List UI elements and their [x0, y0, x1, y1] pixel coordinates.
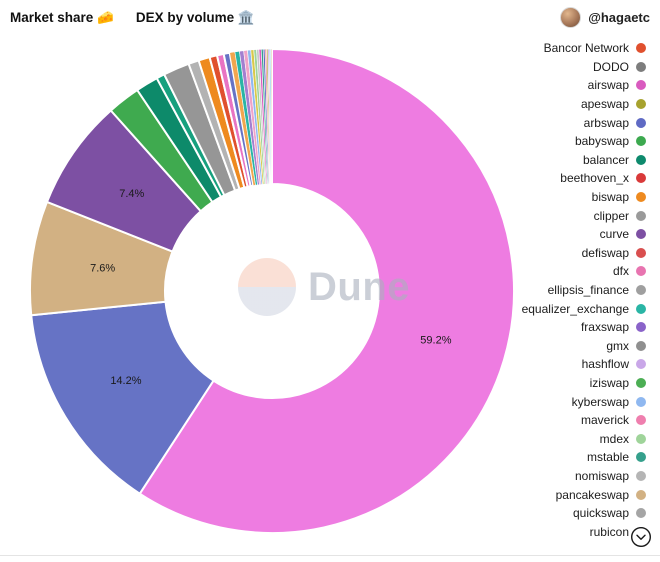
chart-title: Market share 🧀 DEX by volume 🏛️: [10, 10, 255, 26]
pie-slice[interactable]: [138, 47, 515, 534]
legend-item[interactable]: mdex: [600, 429, 646, 448]
legend-item[interactable]: gmx: [606, 337, 646, 356]
legend-item[interactable]: DODO: [593, 58, 646, 77]
legend-item[interactable]: Bancor Network: [544, 39, 646, 58]
legend-item-swatch: [636, 433, 646, 444]
legend-item[interactable]: defiswap: [582, 244, 646, 263]
legend-item-swatch: [636, 452, 646, 463]
legend-item-label: curve: [599, 227, 629, 242]
legend-item-label: rubicon: [589, 524, 629, 539]
legend-item-label: nomiswap: [574, 468, 629, 483]
legend-item-label: mstable: [586, 450, 629, 465]
legend-item[interactable]: pancakeswap: [556, 485, 646, 504]
legend-item-swatch: [636, 61, 646, 72]
legend-item[interactable]: curve: [600, 225, 646, 244]
legend-item-label: DODO: [593, 59, 629, 74]
chevron-down-icon: [630, 526, 652, 548]
legend-item[interactable]: beethoven_x: [560, 169, 646, 188]
legend-item-label: gmx: [606, 338, 629, 353]
legend-item-swatch: [636, 247, 646, 258]
legend-item-label: defiswap: [581, 245, 629, 260]
legend-item[interactable]: kyberswap: [572, 392, 646, 411]
legend-item-swatch: [636, 470, 646, 481]
legend-item[interactable]: dfx: [613, 262, 646, 281]
legend-item[interactable]: arbswap: [584, 113, 646, 132]
author-handle[interactable]: @hagaetc: [588, 10, 650, 25]
legend-item-label: iziswap: [589, 375, 629, 390]
chart-title-left: Market share 🧀: [10, 10, 114, 25]
slice-percent-label: 7.4%: [119, 188, 144, 200]
slice-percent-label: 7.6%: [90, 262, 115, 274]
legend: Bancor Network DODO airswap apeswap arbswap b…: [430, 39, 660, 541]
legend-item-label: fraxswap: [580, 320, 629, 335]
legend-item-label: Bancor Network: [543, 41, 629, 56]
legend-item-swatch: [636, 266, 646, 277]
legend-item[interactable]: balancer: [583, 151, 646, 170]
legend-item[interactable]: fraxswap: [581, 318, 646, 337]
legend-item-swatch: [636, 359, 646, 370]
legend-item-label: ellipsis_finance: [547, 283, 629, 298]
legend-item-label: hashflow: [581, 357, 629, 372]
legend-item-swatch: [636, 508, 646, 519]
legend-item-swatch: [636, 489, 646, 500]
legend-item[interactable]: airswap: [588, 76, 646, 95]
legend-item-swatch: [636, 285, 646, 296]
legend-item-swatch: [636, 99, 646, 110]
legend-item-label: airswap: [587, 78, 629, 93]
legend-item[interactable]: nomiswap: [575, 467, 646, 486]
legend-item[interactable]: quickswap: [573, 504, 646, 523]
legend-item[interactable]: mstable: [587, 448, 646, 467]
scroll-down-button[interactable]: [630, 526, 652, 548]
legend-item-swatch: [636, 377, 646, 388]
legend-item[interactable]: biswap: [592, 188, 646, 207]
legend-item-label: equalizer_exchange: [521, 301, 629, 316]
slice-percent-label: 59.2%: [420, 335, 451, 347]
legend-item-swatch: [636, 340, 646, 351]
legend-item-swatch: [636, 396, 646, 407]
legend-item-swatch: [636, 80, 646, 91]
legend-item-label: maverick: [580, 413, 629, 428]
legend-item-swatch: [636, 136, 646, 147]
legend-item-label: biswap: [591, 190, 629, 205]
legend-item-swatch: [636, 303, 646, 314]
legend-item-swatch: [636, 154, 646, 165]
legend-item[interactable]: ellipsis_finance: [548, 281, 646, 300]
legend-item[interactable]: maverick: [581, 411, 646, 430]
legend-item[interactable]: hashflow: [582, 355, 646, 374]
legend-item-swatch: [636, 210, 646, 221]
legend-item-swatch: [636, 173, 646, 184]
author-attribution: @hagaetc: [560, 7, 650, 28]
legend-item[interactable]: iziswap: [590, 374, 646, 393]
legend-item-label: arbswap: [583, 115, 629, 130]
legend-item-label: pancakeswap: [555, 487, 629, 502]
legend-item-label: apeswap: [580, 97, 629, 112]
legend-item-label: kyberswap: [571, 394, 629, 409]
pie-slice[interactable]: [270, 48, 273, 185]
legend-item[interactable]: babyswap: [575, 132, 646, 151]
legend-item-swatch: [636, 415, 646, 426]
chart-title-right: DEX by volume 🏛️: [135, 10, 255, 25]
legend-item[interactable]: equalizer_exchange: [522, 299, 646, 318]
legend-item-swatch: [636, 192, 646, 203]
legend-item-label: quickswap: [572, 506, 629, 521]
legend-item-label: dfx: [612, 264, 629, 279]
legend-item-swatch: [636, 229, 646, 240]
legend-item-label: babyswap: [574, 134, 629, 149]
slice-percent-label: 14.2%: [110, 375, 141, 387]
legend-item-swatch: [636, 43, 646, 54]
legend-item-label: mdex: [599, 431, 629, 446]
legend-item[interactable]: apeswap: [581, 95, 646, 114]
legend-item[interactable]: clipper: [594, 206, 646, 225]
legend-item-swatch: [636, 117, 646, 128]
pie-slice[interactable]: [30, 300, 215, 496]
legend-item-label: beethoven_x: [560, 171, 629, 186]
legend-item-swatch: [636, 322, 646, 333]
avatar[interactable]: [560, 7, 582, 28]
legend-item-label: balancer: [582, 152, 629, 167]
legend-item-label: clipper: [593, 208, 629, 223]
card-bottom-border: [0, 555, 660, 556]
